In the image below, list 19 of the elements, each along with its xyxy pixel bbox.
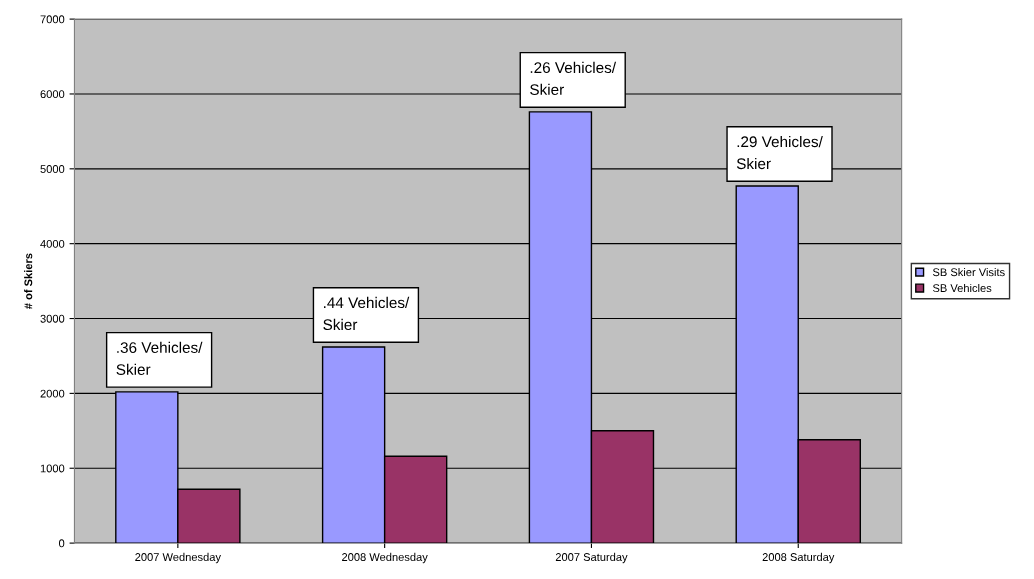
y-tick-label: 1000 — [40, 464, 65, 473]
y-tick-label: 4000 — [40, 239, 65, 248]
annotation: .44 Vehicles/ Skier — [323, 296, 410, 331]
y-tick-label: 5000 — [40, 165, 65, 173]
y-tick-label: 7000 — [40, 15, 65, 24]
y-tick-label: 3000 — [40, 314, 65, 323]
annotation: .29 Vehicles/ Skier — [736, 135, 823, 170]
annotation: .26 Vehicles/ Skier — [530, 61, 617, 96]
legend-label: SB Vehicles — [932, 283, 992, 293]
y-tick-label: 6000 — [40, 90, 65, 99]
legend-label: SB Skier Visits — [932, 267, 1005, 277]
annotation: .36 Vehicles/ Skier — [116, 341, 203, 375]
y-tick-label: 2000 — [40, 389, 65, 398]
x-tick-label: 2008 Wednesday — [342, 552, 428, 564]
x-tick-label: 2008 Saturday — [762, 552, 835, 564]
y-axis-title: # of Skiers — [24, 253, 33, 310]
x-tick-label: 2007 Wednesday — [135, 552, 221, 564]
x-tick-label: 2007 Saturday — [555, 552, 628, 564]
y-tick-label: 0 — [58, 539, 65, 548]
